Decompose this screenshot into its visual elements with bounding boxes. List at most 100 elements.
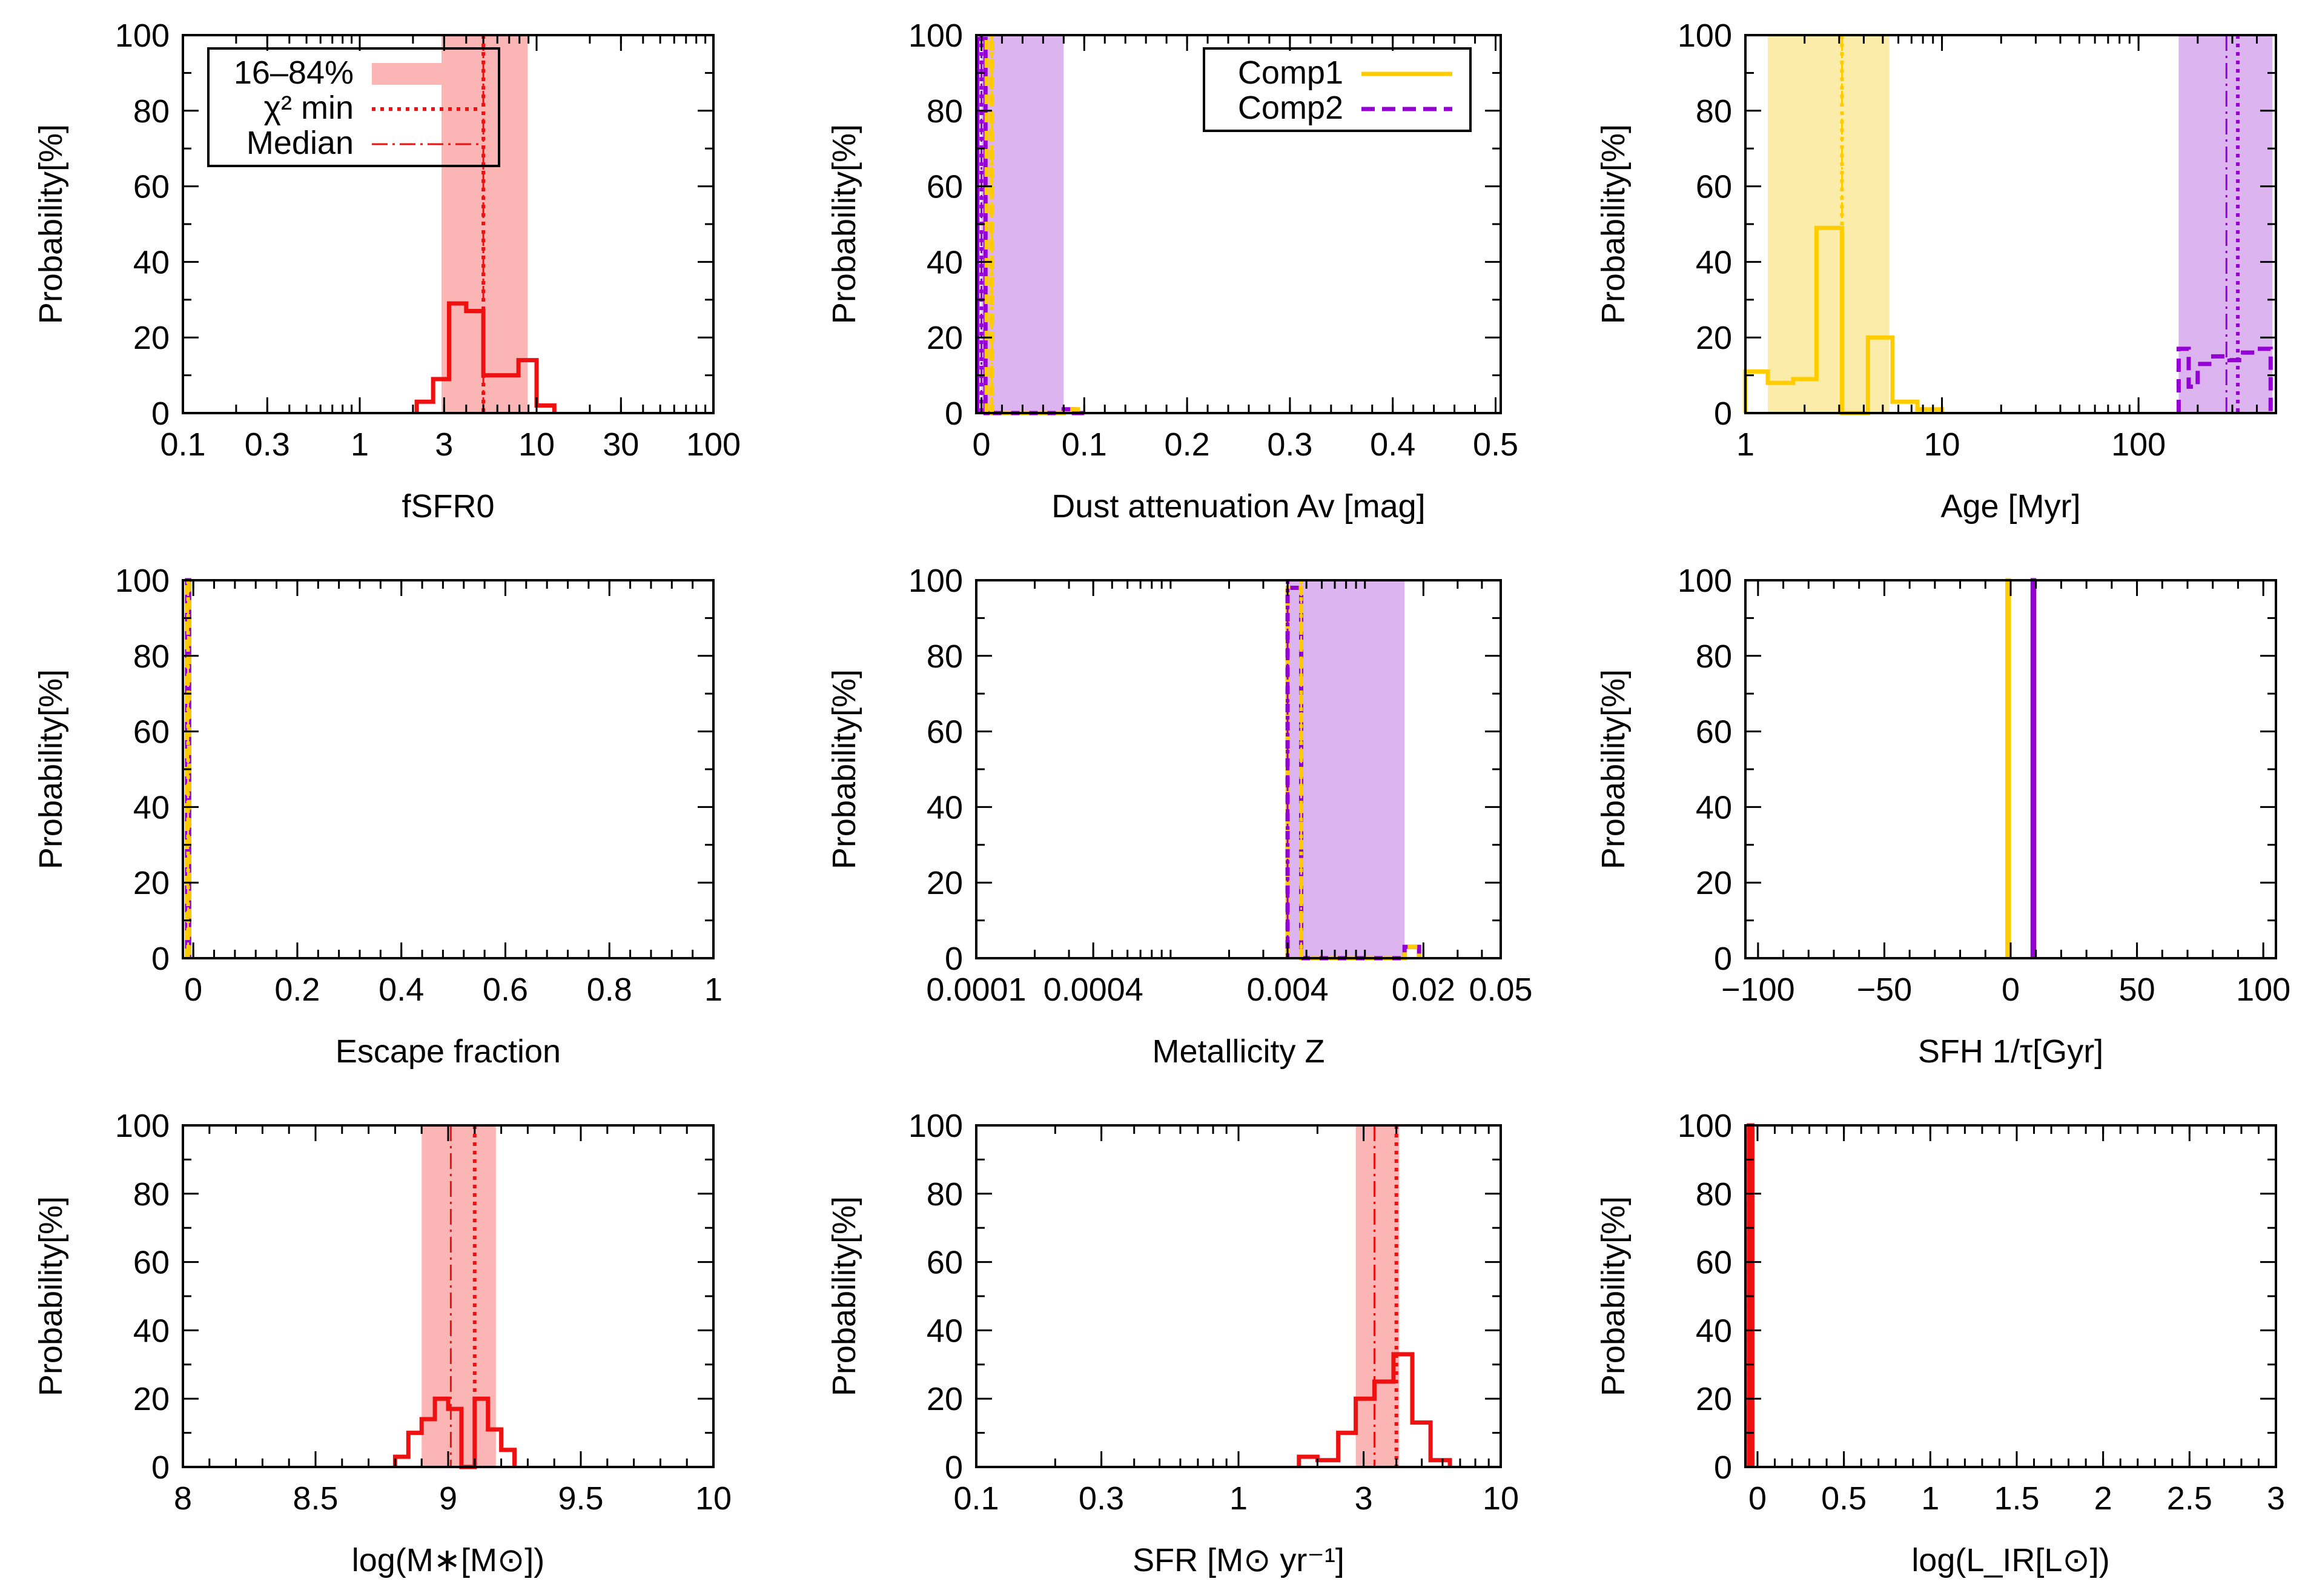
y-tick-label: 100 (1678, 563, 1732, 599)
y-tick-label: 0 (1714, 1449, 1732, 1486)
y-tick-label: 60 (1696, 1245, 1732, 1281)
x-tick-label: 3 (2267, 1480, 2285, 1517)
legend-label: Comp1 (1238, 55, 1343, 91)
x-tick-label: 8 (174, 1480, 192, 1517)
chart-age: 1 10 100 0 20 40 60 80 100 Age [Myr] Probability[%… (1595, 18, 2277, 525)
y-tick-label: 60 (1696, 169, 1732, 205)
y-axis-label: Probability[%] (1595, 669, 1632, 869)
x-tick-label: −100 (1721, 972, 1795, 1008)
y-tick-label: 20 (927, 865, 963, 901)
credible-band (1355, 1125, 1400, 1467)
y-tick-label: 100 (115, 1108, 170, 1144)
y-tick-label: 60 (927, 169, 963, 205)
y-axis-label: Probability[%] (33, 669, 69, 869)
x-tick-label: 0.1 (1062, 426, 1107, 463)
y-tick-label: 80 (927, 638, 963, 675)
x-tick-label: 0.05 (1469, 972, 1532, 1008)
y-tick-label: 20 (1696, 1381, 1732, 1417)
x-tick-label: 0.8 (587, 972, 632, 1008)
x-tick-label: 10 (695, 1480, 732, 1517)
x-axis-label: log(L_IR[L⊙]) (1911, 1542, 2109, 1578)
y-tick-label: 80 (1696, 1176, 1732, 1213)
x-tick-label: 0.3 (1267, 426, 1312, 463)
legend-frame (1203, 47, 1472, 132)
y-axis-label: Probability[%] (826, 1196, 862, 1396)
y-tick-label: 80 (133, 93, 170, 130)
y-tick-label: 0 (151, 1449, 170, 1486)
x-axis-label: SFR [M⊙ yr⁻¹] (1133, 1542, 1344, 1578)
x-tick-label: 0.004 (1246, 972, 1328, 1008)
x-tick-label: 1 (351, 426, 369, 463)
x-tick-label: 3 (435, 426, 453, 463)
y-tick-label: 60 (927, 714, 963, 750)
y-tick-label: 100 (908, 1108, 963, 1144)
x-tick-label: 0 (972, 426, 990, 463)
y-tick-label: 20 (1696, 320, 1732, 356)
credible-band (1288, 580, 1405, 958)
x-tick-label: 0.2 (274, 972, 320, 1008)
chart-lir: 0 0.5 1 1.5 2 2.5 3 0 20 40 60 80 100 log(L_IR[L⊙]) Pr… (1595, 1108, 2285, 1578)
x-tick-label: 0.1 (160, 426, 205, 463)
chart-sfh: −100 −50 0 50 100 0 20 40 60 80 100 SFH 1/τ[Gyr] Pro… (1595, 563, 2290, 1070)
y-axis-label: Probability[%] (826, 124, 862, 324)
histogram-comp2 (2176, 346, 2273, 413)
y-tick-label: 0 (945, 1449, 963, 1486)
credible-band (422, 1125, 496, 1467)
y-tick-label: 40 (1696, 1313, 1732, 1349)
y-tick-label: 0 (151, 396, 170, 432)
y-tick-label: 40 (133, 1313, 170, 1349)
x-tick-label: 0 (184, 972, 202, 1008)
y-tick-label: 20 (927, 320, 963, 356)
x-tick-label: 2 (2094, 1480, 2112, 1517)
y-tick-label: 80 (1696, 638, 1732, 675)
y-axis-label: Probability[%] (826, 669, 862, 869)
credible-band (1767, 35, 1890, 413)
x-tick-label: 0.6 (483, 972, 528, 1008)
y-tick-label: 100 (908, 563, 963, 599)
y-tick-label: 100 (115, 18, 170, 54)
y-tick-label: 40 (133, 244, 170, 280)
y-tick-label: 40 (927, 1313, 963, 1349)
plot-frame (1744, 1124, 2277, 1468)
y-tick-label: 20 (133, 1381, 170, 1417)
x-tick-label: 0.0004 (1043, 972, 1143, 1008)
y-tick-label: 0 (151, 941, 170, 977)
y-tick-label: 100 (1678, 18, 1732, 54)
x-tick-label: −50 (1857, 972, 1913, 1008)
credible-band (981, 35, 1064, 413)
y-tick-label: 100 (1678, 1108, 1732, 1144)
x-tick-label: 10 (518, 426, 555, 463)
x-tick-label: 9.5 (558, 1480, 603, 1517)
x-tick-label: 0 (1748, 1480, 1767, 1517)
x-tick-label: 1 (1736, 426, 1754, 463)
y-tick-label: 100 (115, 563, 170, 599)
y-tick-label: 80 (1696, 93, 1732, 130)
y-tick-label: 80 (927, 1176, 963, 1213)
x-tick-label: 0.0001 (926, 972, 1026, 1008)
y-axis-label: Probability[%] (33, 1196, 69, 1396)
legend-label: Median (246, 125, 354, 161)
x-tick-label: 0 (2002, 972, 2020, 1008)
histogram-series (414, 301, 557, 413)
x-axis-label: SFH 1/τ[Gyr] (1918, 1033, 2103, 1070)
y-tick-label: 80 (133, 1176, 170, 1213)
x-tick-label: 1 (704, 972, 723, 1008)
x-tick-label: 10 (1924, 426, 1960, 463)
x-tick-label: 30 (603, 426, 639, 463)
x-axis-label: Escape fraction (336, 1033, 561, 1070)
x-tick-label: 10 (1483, 1480, 1519, 1517)
chart-fsfr0: 0.1 0.3 1 3 10 30 100 0 20 40 60 80 100 fSFR0 Probabil… (33, 18, 741, 525)
x-tick-label: 8.5 (293, 1480, 338, 1517)
x-axis-label: Metallicity Z (1152, 1033, 1324, 1070)
x-tick-label: 0.4 (1370, 426, 1415, 463)
histogram-series (392, 1396, 517, 1469)
y-tick-label: 60 (927, 1245, 963, 1281)
y-axis-label: Probability[%] (1595, 1196, 1632, 1396)
x-tick-label: 9 (439, 1480, 457, 1517)
plot-frame (975, 1124, 1502, 1468)
legend-swatch-band (372, 63, 481, 85)
y-axis-label: Probability[%] (1595, 124, 1632, 324)
